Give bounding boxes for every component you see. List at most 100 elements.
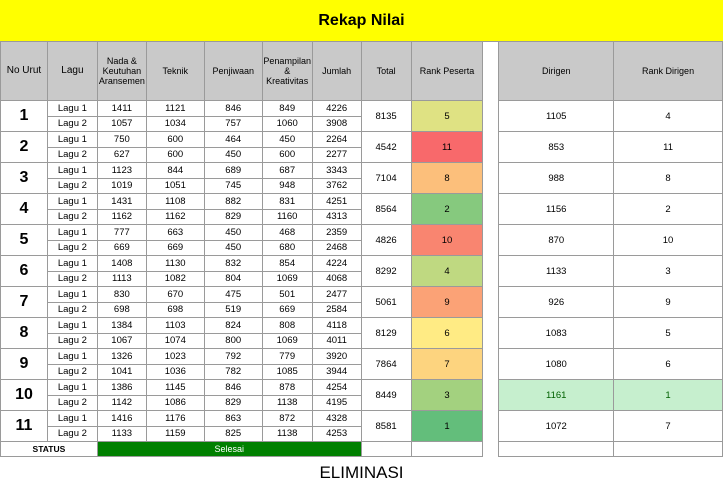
rank-peserta-cell[interactable]: 7 [410,348,484,380]
dirigen-cell[interactable]: 870 [498,224,615,256]
penjiwaan-cell[interactable]: 689 [203,162,263,179]
nada-cell[interactable]: 1019 [96,177,147,194]
total-cell[interactable]: 8129 [360,317,412,349]
penjiwaan-cell[interactable]: 519 [203,301,263,318]
total-cell[interactable]: 8581 [360,410,412,442]
teknik-cell[interactable]: 1034 [145,115,205,132]
jumlah-cell[interactable]: 2477 [311,286,362,303]
teknik-cell[interactable]: 670 [145,286,205,303]
no-urut-cell[interactable]: 3 [0,162,48,194]
penampilan-cell[interactable]: 878 [261,379,313,396]
penjiwaan-cell[interactable]: 824 [203,317,263,334]
teknik-cell[interactable]: 1162 [145,208,205,225]
teknik-cell[interactable]: 1108 [145,193,205,210]
jumlah-cell[interactable]: 4313 [311,208,362,225]
total-cell[interactable]: 8449 [360,379,412,411]
rank-peserta-cell[interactable]: 8 [410,162,484,194]
teknik-cell[interactable]: 1159 [145,425,205,442]
dirigen-cell[interactable]: 926 [498,286,615,318]
penampilan-cell[interactable]: 680 [261,239,313,256]
jumlah-cell[interactable]: 3920 [311,348,362,365]
lagu-cell[interactable]: Lagu 2 [46,332,98,349]
nada-cell[interactable]: 1431 [96,193,147,210]
lagu-cell[interactable]: Lagu 2 [46,239,98,256]
dirigen-cell[interactable]: 988 [498,162,615,194]
teknik-cell[interactable]: 1074 [145,332,205,349]
rank-dirigen-cell[interactable]: 6 [613,348,723,380]
header-penjiwaan[interactable]: Penjiwaan [203,41,263,101]
nada-cell[interactable]: 669 [96,239,147,256]
dirigen-cell[interactable]: 1161 [498,379,615,411]
rank-dirigen-cell[interactable]: 8 [613,162,723,194]
penampilan-cell[interactable]: 1069 [261,332,313,349]
penampilan-cell[interactable]: 468 [261,224,313,241]
jumlah-cell[interactable]: 4251 [311,193,362,210]
penjiwaan-cell[interactable]: 846 [203,379,263,396]
lagu-cell[interactable]: Lagu 1 [46,286,98,303]
teknik-cell[interactable]: 698 [145,301,205,318]
jumlah-cell[interactable]: 3944 [311,363,362,380]
rank-peserta-cell[interactable]: 3 [410,379,484,411]
nada-cell[interactable]: 1416 [96,410,147,427]
total-cell[interactable]: 7104 [360,162,412,194]
penampilan-cell[interactable]: 808 [261,317,313,334]
rank-dirigen-cell[interactable]: 7 [613,410,723,442]
total-cell[interactable]: 7864 [360,348,412,380]
nada-cell[interactable]: 1162 [96,208,147,225]
penampilan-cell[interactable]: 501 [261,286,313,303]
rank-dirigen-cell[interactable]: 10 [613,224,723,256]
lagu-cell[interactable]: Lagu 1 [46,317,98,334]
no-urut-cell[interactable]: 1 [0,100,48,132]
penjiwaan-cell[interactable]: 846 [203,100,263,117]
no-urut-cell[interactable]: 7 [0,286,48,318]
header-total[interactable]: Total [360,41,412,101]
teknik-cell[interactable]: 663 [145,224,205,241]
teknik-cell[interactable]: 1082 [145,270,205,287]
header-no-urut[interactable]: No Urut [0,41,48,101]
rank-dirigen-cell[interactable]: 1 [613,379,723,411]
lagu-cell[interactable]: Lagu 2 [46,363,98,380]
nada-cell[interactable]: 1113 [96,270,147,287]
teknik-cell[interactable]: 1086 [145,394,205,411]
jumlah-cell[interactable]: 4224 [311,255,362,272]
rank-dirigen-cell[interactable]: 4 [613,100,723,132]
nada-cell[interactable]: 1384 [96,317,147,334]
jumlah-cell[interactable]: 4254 [311,379,362,396]
penjiwaan-cell[interactable]: 782 [203,363,263,380]
penampilan-cell[interactable]: 1060 [261,115,313,132]
penampilan-cell[interactable]: 669 [261,301,313,318]
penjiwaan-cell[interactable]: 464 [203,131,263,148]
nada-cell[interactable]: 1133 [96,425,147,442]
lagu-cell[interactable]: Lagu 2 [46,115,98,132]
nada-cell[interactable]: 627 [96,146,147,163]
rank-peserta-cell[interactable]: 1 [410,410,484,442]
status-empty-cell[interactable] [410,441,484,457]
total-cell[interactable]: 8292 [360,255,412,287]
lagu-cell[interactable]: Lagu 1 [46,410,98,427]
penjiwaan-cell[interactable]: 829 [203,394,263,411]
penampilan-cell[interactable]: 450 [261,131,313,148]
status-empty-cell[interactable] [498,441,615,457]
penampilan-cell[interactable]: 948 [261,177,313,194]
penampilan-cell[interactable]: 779 [261,348,313,365]
penjiwaan-cell[interactable]: 882 [203,193,263,210]
jumlah-cell[interactable]: 2359 [311,224,362,241]
nada-cell[interactable]: 1057 [96,115,147,132]
rank-dirigen-cell[interactable]: 5 [613,317,723,349]
lagu-cell[interactable]: Lagu 1 [46,193,98,210]
teknik-cell[interactable]: 1051 [145,177,205,194]
rank-peserta-cell[interactable]: 4 [410,255,484,287]
rank-dirigen-cell[interactable]: 9 [613,286,723,318]
total-cell[interactable]: 8135 [360,100,412,132]
nada-cell[interactable]: 750 [96,131,147,148]
lagu-cell[interactable]: Lagu 2 [46,425,98,442]
teknik-cell[interactable]: 1176 [145,410,205,427]
total-cell[interactable]: 4542 [360,131,412,163]
penampilan-cell[interactable]: 687 [261,162,313,179]
penjiwaan-cell[interactable]: 825 [203,425,263,442]
no-urut-cell[interactable]: 11 [0,410,48,442]
penampilan-cell[interactable]: 1069 [261,270,313,287]
lagu-cell[interactable]: Lagu 1 [46,131,98,148]
teknik-cell[interactable]: 1103 [145,317,205,334]
total-cell[interactable]: 8564 [360,193,412,225]
